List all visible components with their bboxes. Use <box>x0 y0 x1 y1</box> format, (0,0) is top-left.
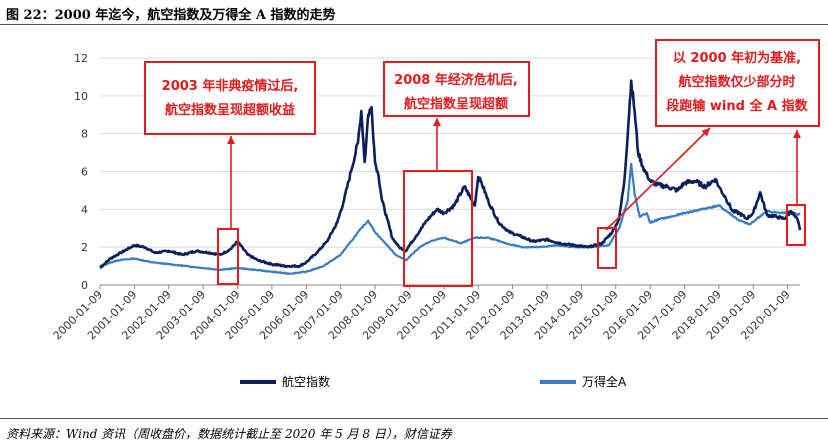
legend-label-aviation: 航空指数 <box>282 375 331 389</box>
legend-label-wind-all-a: 万得全A <box>582 375 627 389</box>
source-rule <box>0 418 828 419</box>
highlight-box <box>597 227 617 269</box>
arrow-head <box>433 118 441 126</box>
annotation-text: 2003 年非典疫情过后, <box>162 78 299 94</box>
highlight-box <box>786 204 806 246</box>
annotation-box <box>655 39 820 127</box>
y-tick-label: 0 <box>81 279 88 292</box>
highlight-box <box>217 228 239 285</box>
title-rule <box>0 24 828 25</box>
y-tick-label: 12 <box>74 52 88 65</box>
y-tick-label: 2 <box>81 241 88 254</box>
annotation-box <box>383 61 530 117</box>
wind-all-a-line <box>99 162 801 276</box>
annotation-text: 航空指数呈现超额收益 <box>165 102 295 118</box>
y-tick-label: 4 <box>81 203 88 216</box>
highlight-box <box>403 170 473 287</box>
annotation-text: 2008 年经济危机后, <box>394 72 518 88</box>
y-tick-label: 10 <box>74 90 88 103</box>
figure-title: 图 22：2000 年迄今，航空指数及万得全 A 指数的走势 <box>6 8 336 23</box>
arrow-head <box>793 130 801 138</box>
annotation-text: 航空指数仅少部分时 <box>678 74 795 90</box>
annotation-text: 航空指数呈现超额 <box>404 96 508 112</box>
annotation-arrow <box>605 127 711 231</box>
source-note: 资料来源：Wind 资讯（周收盘价，数据统计截止至 2020 年 5 月 8 日… <box>6 427 452 441</box>
legend-swatch-wind-all-a <box>540 379 576 384</box>
arrow-head <box>701 128 710 137</box>
arrow-head <box>227 136 235 144</box>
y-tick-label: 6 <box>81 166 88 179</box>
y-tick-label: 8 <box>81 128 88 141</box>
legend-item-wind-all-a: 万得全A <box>540 373 626 390</box>
annotation-text: 以 2000 年初为基准, <box>673 50 801 66</box>
annotation-box <box>144 61 316 135</box>
annotation-text: 段跑输 wind 全 A 指数 <box>666 98 808 114</box>
legend-swatch-aviation <box>240 379 276 384</box>
legend-item-aviation: 航空指数 <box>240 373 330 390</box>
